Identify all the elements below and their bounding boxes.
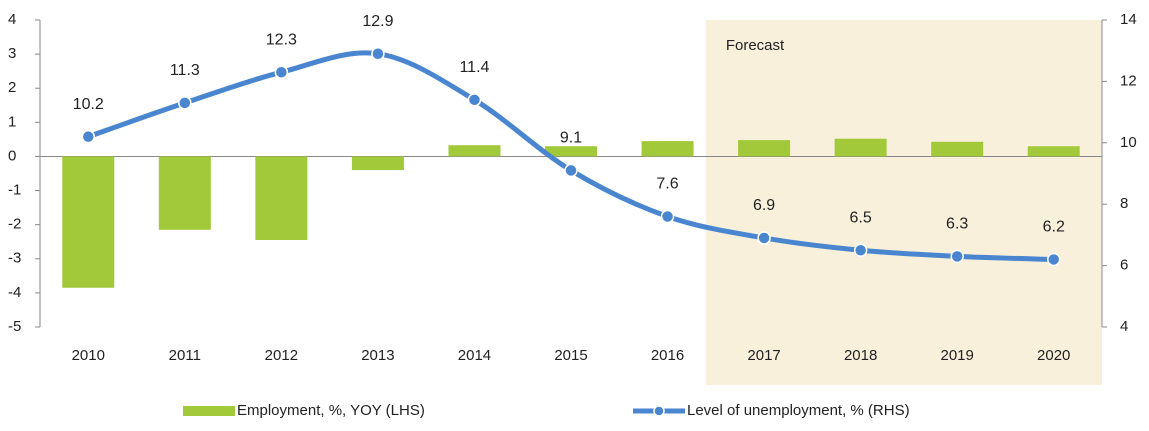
data-label: 7.6 <box>656 176 678 193</box>
data-label: 12.9 <box>362 13 393 30</box>
y-tick-label: -1 <box>8 182 21 199</box>
legend-swatch <box>183 406 235 416</box>
bar <box>62 156 115 288</box>
y2-tick-label: 8 <box>1120 195 1128 212</box>
x-tick-label: 2019 <box>940 347 973 364</box>
x-tick-label: 2018 <box>844 347 877 364</box>
y-tick-label: 3 <box>8 45 16 62</box>
y-tick-label: -4 <box>8 284 21 301</box>
line-point <box>950 249 964 264</box>
bar <box>834 138 887 157</box>
data-label: 6.5 <box>850 209 872 226</box>
x-tick-label: 2014 <box>458 347 491 364</box>
data-label: 6.3 <box>946 216 968 233</box>
y2-tick-label: 10 <box>1120 134 1137 151</box>
bar <box>255 156 308 241</box>
y-tick-label: 2 <box>8 79 16 96</box>
x-tick-label: 2015 <box>554 347 587 364</box>
line-point <box>564 163 578 178</box>
y-tick-label: 1 <box>8 113 16 130</box>
legend-label: Employment, %, YOY (LHS) <box>237 402 425 419</box>
y2-tick-label: 12 <box>1120 72 1137 89</box>
x-tick-label: 2017 <box>747 347 780 364</box>
x-tick-label: 2011 <box>169 347 201 364</box>
y-tick-label: -5 <box>8 318 21 335</box>
data-label: 9.1 <box>560 130 582 147</box>
x-tick-label: 2010 <box>72 347 105 364</box>
line-point <box>81 129 96 144</box>
y2-tick-label: 6 <box>1120 257 1128 274</box>
line-point <box>371 47 385 61</box>
data-label: 6.9 <box>753 197 775 214</box>
data-label: 10.2 <box>73 96 104 113</box>
bar <box>158 156 211 230</box>
y-tick-label: 4 <box>8 11 16 28</box>
bar <box>1027 146 1080 157</box>
y-tick-label: -3 <box>8 250 21 267</box>
line-point <box>274 65 289 79</box>
bar <box>931 141 984 157</box>
line <box>87 50 1054 262</box>
line-point <box>467 93 482 107</box>
bar <box>738 140 791 157</box>
x-tick-label: 2020 <box>1037 347 1070 364</box>
data-label: 11.3 <box>170 62 200 79</box>
bar <box>545 146 597 157</box>
forecast-region <box>705 20 1102 385</box>
x-tick-label: 2012 <box>265 347 298 364</box>
y-tick-label: 0 <box>8 147 16 164</box>
x-tick-label: 2013 <box>361 347 394 364</box>
y2-tick-label: 4 <box>1120 318 1128 335</box>
legend-marker <box>653 405 665 417</box>
x-tick-label: 2016 <box>651 347 684 364</box>
forecast-label: Forecast <box>726 37 785 54</box>
line-point <box>660 209 675 224</box>
data-label: 11.4 <box>459 59 489 76</box>
data-label: 6.2 <box>1043 219 1065 236</box>
line-point <box>757 231 771 245</box>
bar <box>351 156 404 171</box>
y2-tick-label: 14 <box>1120 11 1137 28</box>
line-point <box>853 243 868 257</box>
data-label: 12.3 <box>266 31 297 48</box>
bar <box>448 145 501 157</box>
bar <box>641 141 694 157</box>
legend-label: Level of unemployment, % (RHS) <box>687 402 910 419</box>
line-point <box>1046 252 1061 267</box>
y-tick-label: -2 <box>8 216 21 233</box>
line-point <box>178 96 192 110</box>
